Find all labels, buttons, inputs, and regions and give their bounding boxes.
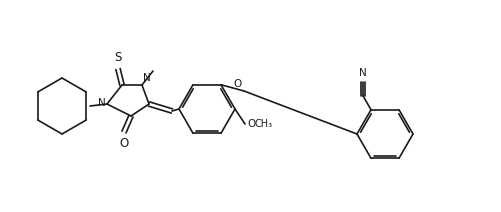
Text: N: N: [143, 73, 150, 83]
Text: O: O: [246, 119, 255, 129]
Text: N: N: [358, 68, 366, 78]
Text: CH₃: CH₃: [255, 119, 273, 129]
Text: O: O: [233, 79, 241, 89]
Text: N: N: [98, 98, 106, 108]
Text: S: S: [114, 51, 121, 64]
Text: O: O: [119, 137, 128, 150]
